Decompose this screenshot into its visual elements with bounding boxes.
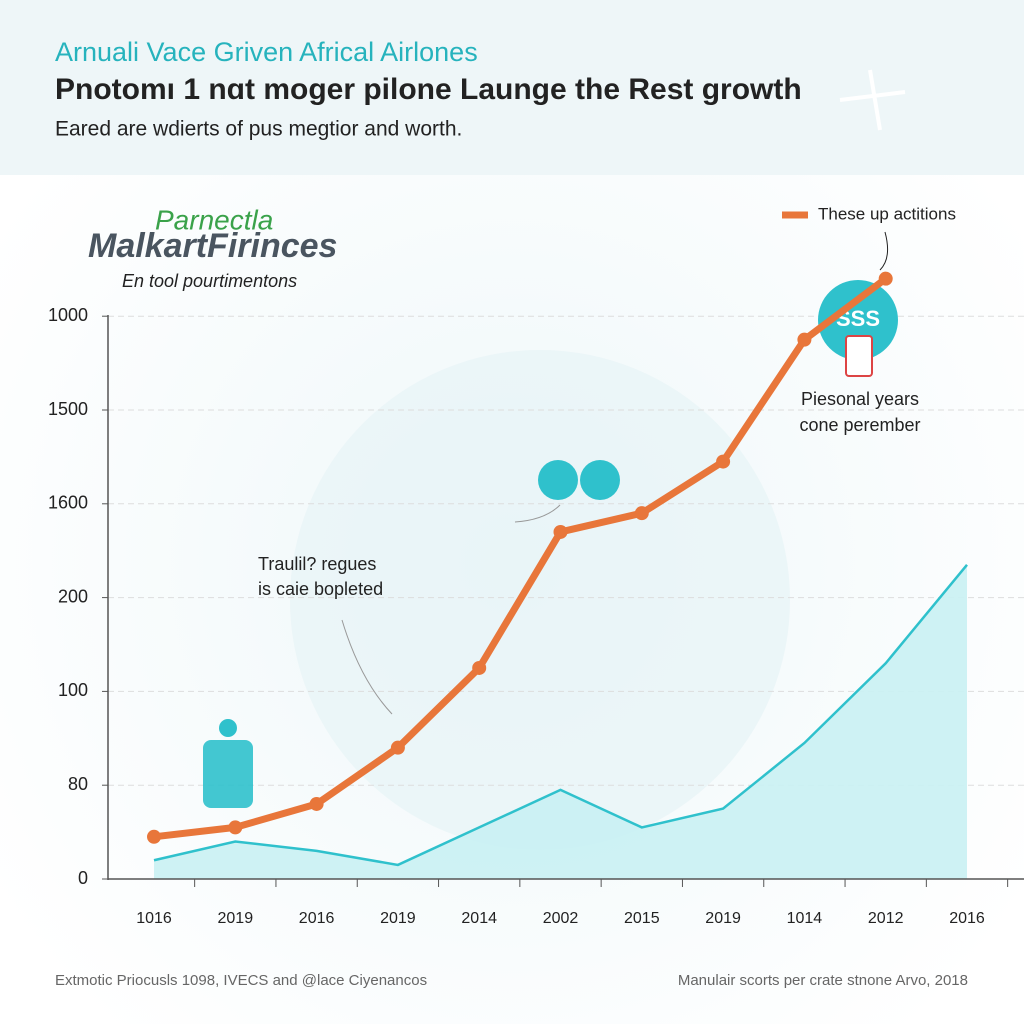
legend-label: These up actitions	[818, 204, 956, 223]
x-tick-label: 2019	[705, 910, 741, 927]
point	[309, 796, 324, 811]
x-tick-label: 2019	[380, 910, 416, 927]
x-tick-label: 2016	[299, 910, 335, 927]
point	[878, 271, 893, 286]
header-band	[0, 0, 1024, 175]
x-tick-label: 1014	[787, 910, 823, 927]
coin-icon	[538, 460, 578, 500]
point	[228, 820, 243, 835]
point	[147, 829, 161, 844]
x-tick-label: 2015	[624, 910, 660, 927]
subtitle: Pnotomı 1 nɑt moger pilone Launge the Re…	[55, 73, 802, 106]
logo-caption: En tool pourtimentons	[122, 271, 297, 291]
arrow	[879, 231, 889, 271]
logo-top: Parnectla	[155, 204, 273, 235]
x-tick-label: 2014	[461, 910, 497, 927]
point	[797, 332, 812, 347]
x-tick-label: 2019	[218, 910, 254, 927]
person-icon	[203, 740, 253, 808]
y-tick-label: 1600	[48, 493, 88, 513]
phone-icon	[845, 335, 873, 377]
annotation: is caie bopleted	[258, 579, 383, 599]
footer-left: Extmotic Priocusls 1098, IVECS and @lace…	[55, 972, 427, 989]
point	[716, 454, 731, 469]
y-tick-label: 0	[78, 868, 88, 888]
person-head	[219, 719, 237, 737]
x-tick-label: 2016	[949, 910, 985, 927]
globe-decoration	[290, 350, 790, 850]
footer-right: Manulair scorts per crate stnone Arvo, 2…	[678, 972, 968, 989]
point	[390, 740, 405, 755]
annotation: Piesonal years	[801, 389, 919, 409]
x-tick-label: 2012	[868, 910, 904, 927]
title: Arnuali Vace Griven Africal Airlones	[55, 37, 478, 67]
area	[154, 564, 967, 879]
point	[634, 506, 649, 521]
y-tick-label: 1000	[48, 305, 88, 325]
x-tick-label: 2002	[543, 910, 579, 927]
y-tick-label: 80	[68, 774, 88, 794]
logo-main: MalkartFirinces	[88, 227, 337, 265]
point	[553, 524, 568, 539]
y-tick-label: 200	[58, 586, 88, 606]
annotation: Traulil? regues	[258, 554, 376, 574]
x-tick-label: 1016	[136, 910, 172, 927]
coin-icon	[580, 460, 620, 500]
money-icon	[818, 280, 898, 360]
description: Eared are wdierts of pus megtior and wor…	[55, 118, 462, 141]
area-line	[153, 563, 968, 867]
point	[472, 660, 487, 675]
annotation: cone perember	[799, 415, 920, 435]
y-tick-label: 1500	[48, 399, 88, 419]
y-tick-label: 100	[58, 680, 88, 700]
plane-icon	[839, 69, 906, 131]
connector	[514, 504, 561, 523]
connector	[341, 619, 393, 715]
line	[153, 275, 888, 841]
